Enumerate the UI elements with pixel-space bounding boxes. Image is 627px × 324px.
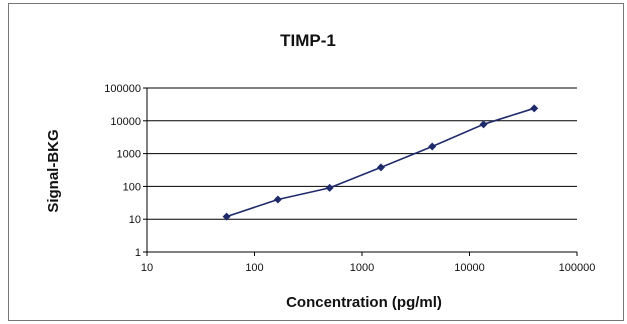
axes — [143, 87, 578, 256]
series-line — [226, 107, 535, 218]
x-tick-label: 100000 — [559, 262, 596, 274]
y-axis-label: Signal-BKG — [45, 129, 62, 212]
data-point — [428, 142, 437, 151]
data-point — [479, 120, 488, 129]
x-tick-label: 100 — [245, 262, 263, 274]
chart-title: TIMP-1 — [280, 31, 336, 50]
x-tick-label: 10000 — [454, 262, 485, 274]
data-point — [376, 163, 385, 172]
data-point — [273, 195, 282, 204]
y-tick-label: 100 — [123, 181, 141, 193]
y-tick-label: 1 — [135, 247, 141, 259]
y-tick-label: 10 — [129, 214, 141, 226]
y-tick-label: 100000 — [104, 83, 141, 95]
y-tick-label: 10000 — [110, 116, 141, 128]
data-point — [325, 183, 334, 192]
chart-frame: TIMP-1 1 10 100 1000 10000 100000 10 100 1000 100… — [8, 3, 624, 321]
data-point — [530, 104, 539, 113]
data-series — [222, 104, 539, 221]
x-axis-label: Concentration (pg/ml) — [286, 294, 442, 311]
gridlines — [147, 87, 577, 253]
data-point — [222, 212, 231, 221]
x-tick-label: 10 — [141, 262, 153, 274]
x-tick-label: 1000 — [350, 262, 374, 274]
y-tick-label: 1000 — [117, 149, 141, 161]
